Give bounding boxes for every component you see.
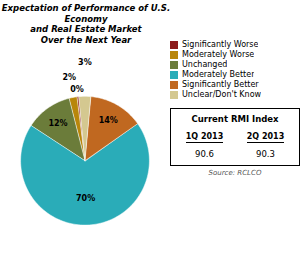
html-text:Unchanged: Unchanged: [182, 60, 228, 69]
html-text:Significantly Better: Significantly Better: [182, 80, 259, 89]
html-text:2Q 2013: 2Q 2013: [246, 132, 285, 141]
svg-text:70%: 70%: [76, 194, 95, 203]
svg-text:0%: 0%: [70, 85, 84, 94]
html-text:Moderately Better: Moderately Better: [182, 70, 255, 79]
html-text:Unclear/Don't Know: Unclear/Don't Know: [182, 90, 262, 99]
html-text:Source: RCLCO: Source: RCLCO: [208, 169, 262, 177]
svg-text:2%: 2%: [62, 73, 76, 82]
svg-text:12%: 12%: [48, 119, 67, 128]
svg-text:14%: 14%: [99, 116, 118, 125]
html-text:Current RMI Index: Current RMI Index: [191, 114, 279, 124]
html-text:1Q 2013: 1Q 2013: [185, 132, 224, 141]
html-text:Significantly Worse: Significantly Worse: [182, 40, 259, 49]
html-text:Moderately Worse: Moderately Worse: [182, 50, 255, 59]
html-text:90.6: 90.6: [195, 149, 214, 159]
svg-text:3%: 3%: [78, 58, 92, 67]
html-text:Expectation of Performance of: Expectation of Performance of U.S. Econo…: [1, 3, 171, 45]
html-text:90.3: 90.3: [256, 149, 275, 159]
